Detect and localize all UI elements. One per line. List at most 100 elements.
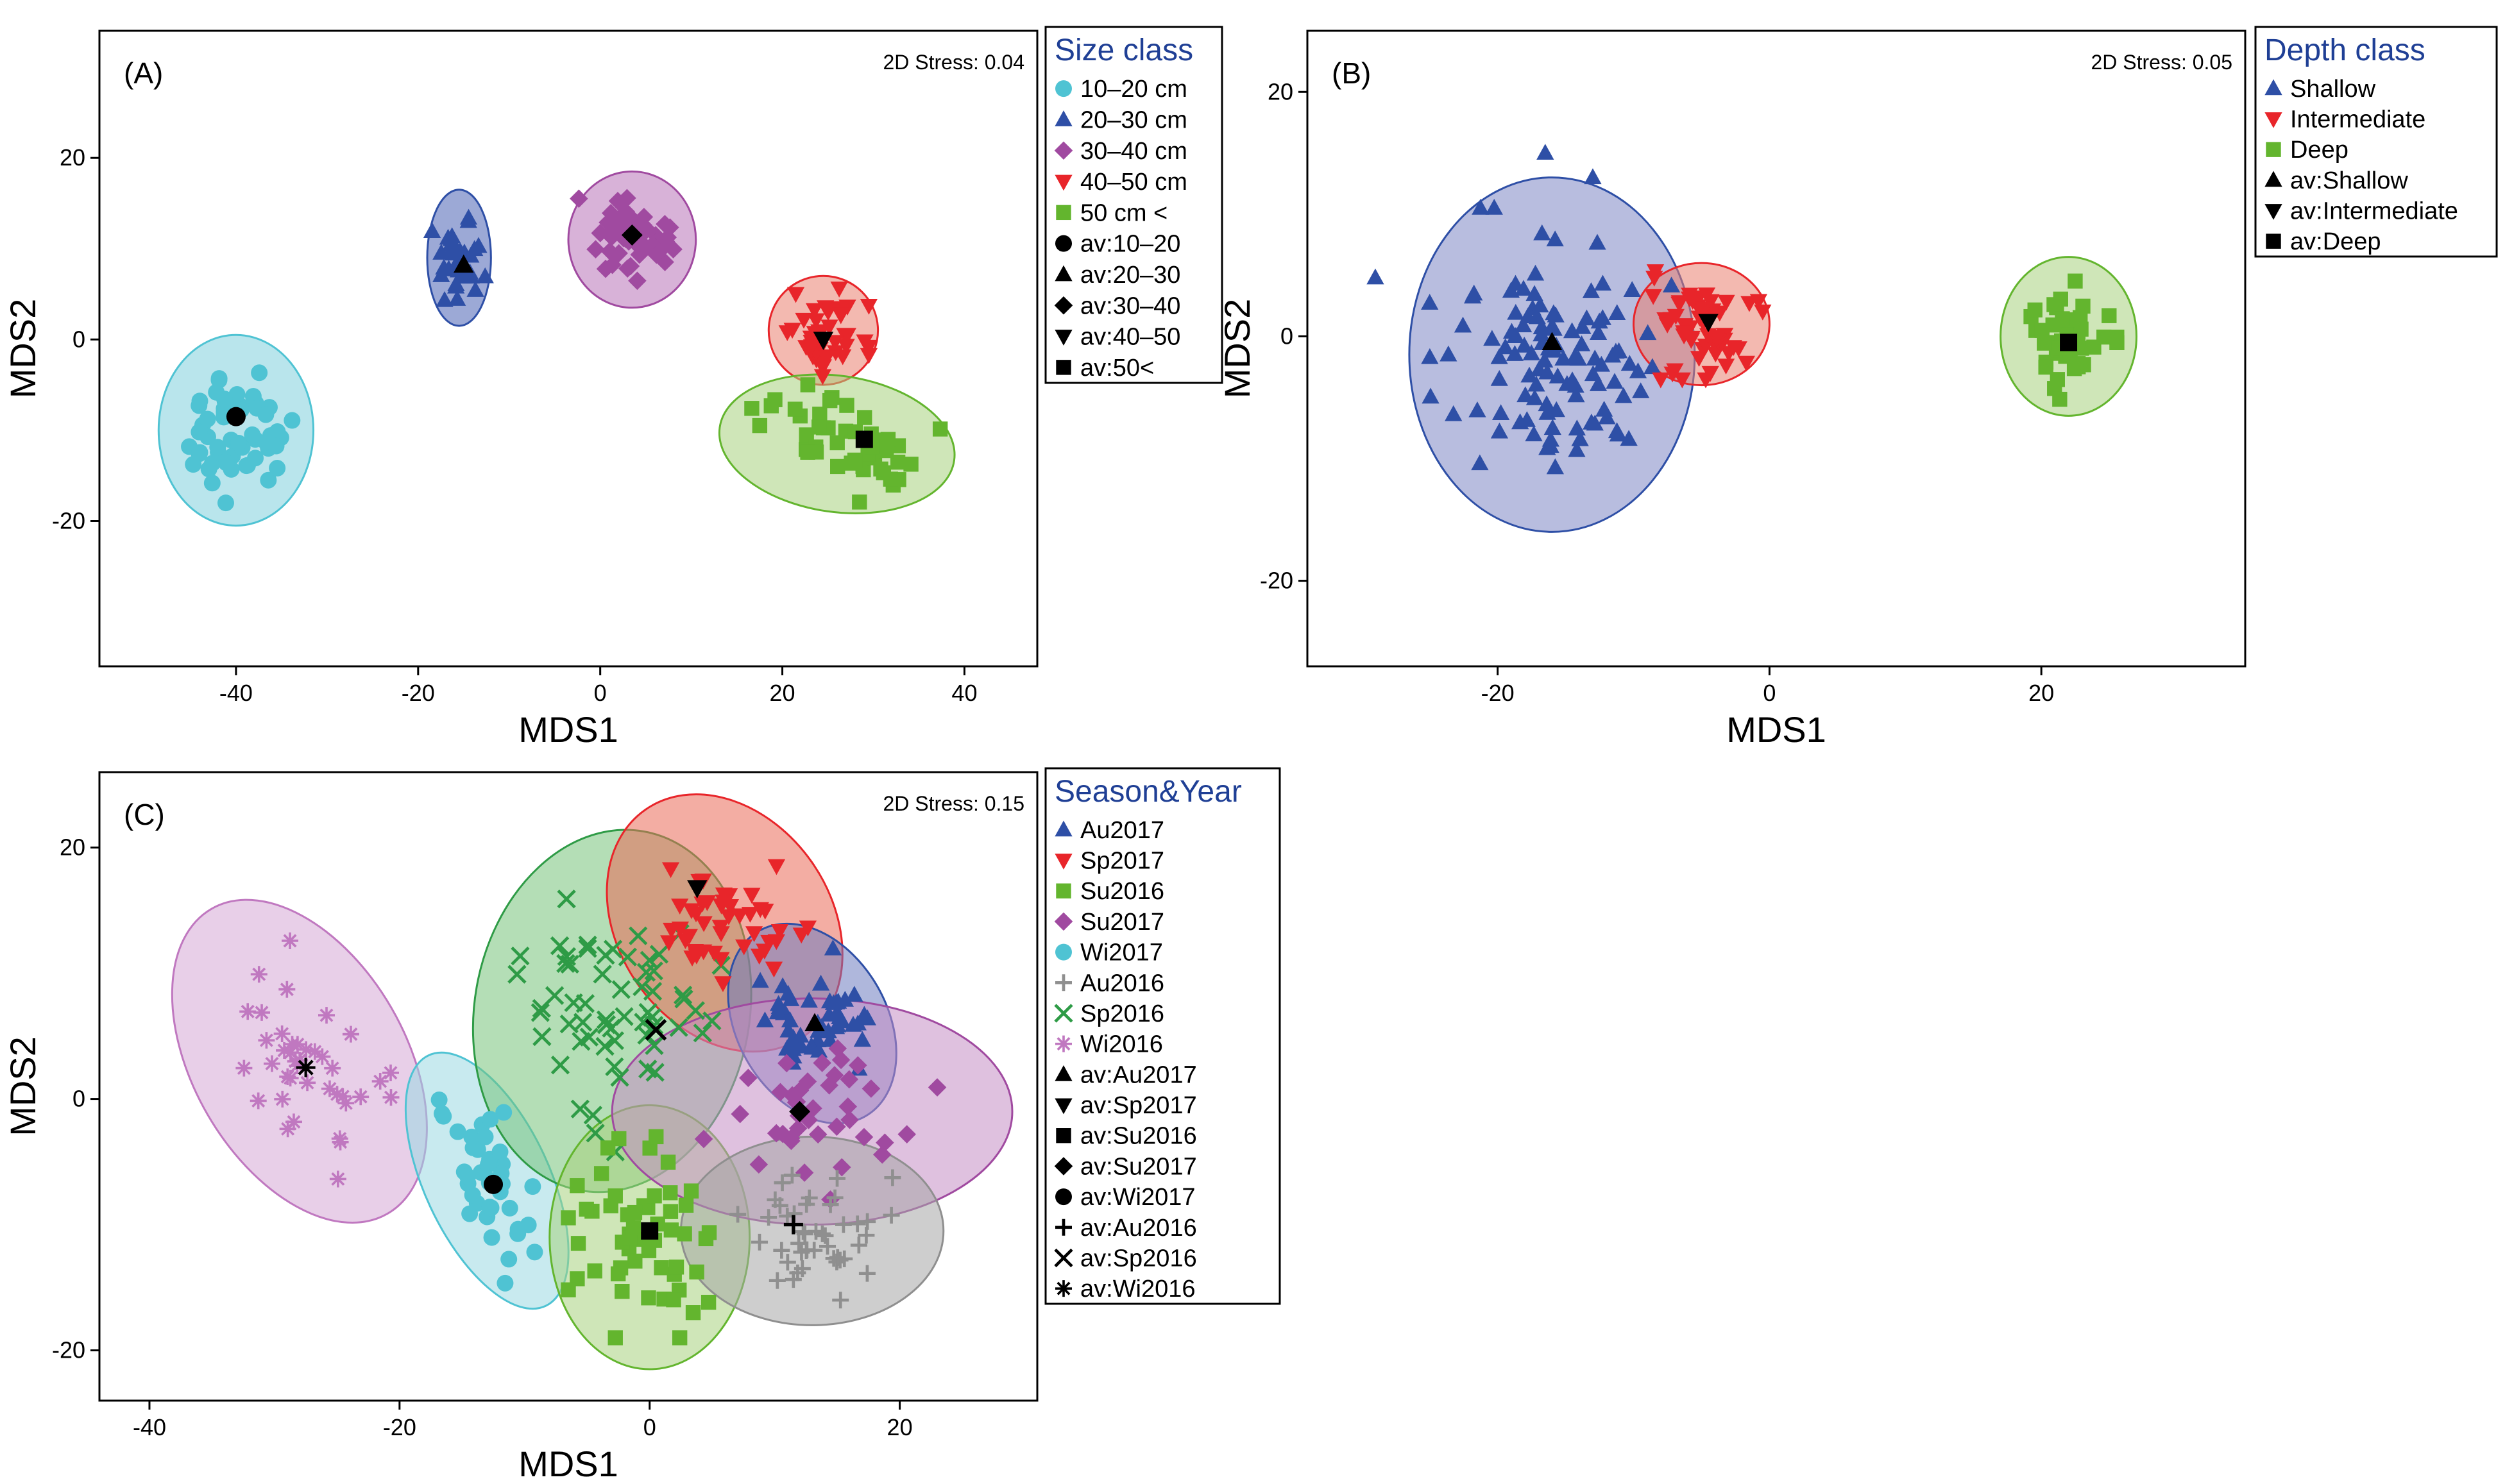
point-Wi2017-shape xyxy=(430,1091,448,1108)
point-Shallow xyxy=(1538,439,1556,455)
point-Shallow-shape xyxy=(1440,345,1457,362)
point-Su2017-shape xyxy=(849,1056,867,1075)
series-Sp2017 xyxy=(660,859,817,992)
x-tick-label: -40 xyxy=(219,680,253,706)
point-20–30 cm-shape xyxy=(476,267,494,283)
point-Au2017-shape xyxy=(833,1012,851,1029)
point-Sp2016-shape xyxy=(686,1001,705,1020)
point-Su2016-shape xyxy=(587,1263,602,1279)
point-Shallow-shape xyxy=(1567,386,1585,403)
point-Shallow-shape xyxy=(1490,370,1508,386)
point-Shallow xyxy=(1583,414,1601,430)
legend-label: Au2017 xyxy=(1080,817,1164,844)
point-Su2017-shape xyxy=(897,1125,917,1143)
point-Shallow xyxy=(1471,454,1489,471)
point-Au2017-shape xyxy=(751,972,769,988)
point-Shallow-shape xyxy=(1533,224,1551,240)
point-Wi2016 xyxy=(324,1059,341,1077)
point-Intermediate-shape xyxy=(1697,338,1715,355)
point-50 cm < xyxy=(829,435,845,451)
point-Au2017 xyxy=(769,1003,787,1020)
point-Su2016 xyxy=(570,1178,585,1193)
point-Deep-shape xyxy=(2075,298,2091,314)
point-30–40 cm xyxy=(627,235,646,253)
point-Wi2016 xyxy=(289,1036,306,1053)
point-Shallow-shape xyxy=(1536,351,1554,368)
point-10–20 cm-shape xyxy=(244,426,261,443)
point-Shallow xyxy=(1615,387,1633,403)
point-Sp2016-shape xyxy=(669,1018,688,1037)
legend-marker xyxy=(1055,1280,1072,1297)
point-Sp2016-shape xyxy=(615,1007,634,1026)
legend-item: Intermediate xyxy=(2264,106,2425,133)
point-Wi2016-shape xyxy=(382,1064,400,1081)
legend-marker-shape xyxy=(1055,1098,1073,1115)
point-Sp2016 xyxy=(595,1036,615,1056)
point-Intermediate-shape xyxy=(1717,294,1735,311)
point-Sp2016 xyxy=(645,1036,664,1056)
point-Wi2016 xyxy=(314,1048,331,1065)
point-Intermediate-shape xyxy=(1740,296,1758,312)
point-Sp2017 xyxy=(683,903,701,920)
point-10–20 cm xyxy=(209,439,226,456)
point-Shallow xyxy=(1506,345,1524,361)
legend-marker-shape xyxy=(1054,1004,1073,1023)
point-Au2016-shape xyxy=(819,1238,837,1255)
centroid-40–50 cm xyxy=(813,332,834,350)
point-Sp2017 xyxy=(799,920,817,937)
point-Shallow xyxy=(1568,419,1586,435)
point-Wi2016 xyxy=(352,1088,369,1106)
point-Sp2016-shape xyxy=(586,1124,605,1143)
point-Su2016 xyxy=(649,1129,664,1145)
point-10–20 cm-shape xyxy=(199,410,216,428)
point-Sp2016-shape xyxy=(556,954,575,974)
point-Sp2016 xyxy=(673,985,693,1005)
point-Su2017-shape xyxy=(808,1125,828,1144)
point-Intermediate xyxy=(1690,351,1708,367)
point-10–20 cm-shape xyxy=(284,412,301,429)
point-Deep-shape xyxy=(2027,302,2043,318)
point-Shallow xyxy=(1525,425,1543,442)
point-Deep xyxy=(2027,302,2043,318)
point-Au2017-shape xyxy=(819,1022,837,1039)
centroid-Intermediate xyxy=(1698,314,1719,333)
point-Su2016 xyxy=(593,1166,609,1181)
point-Shallow xyxy=(1572,335,1591,351)
point-40–50 cm xyxy=(813,369,832,385)
legend-marker xyxy=(2264,204,2282,220)
point-10–20 cm-shape xyxy=(230,435,248,452)
legend-item: av:Su2016 xyxy=(1056,1123,1197,1150)
stress-label: 2D Stress: 0.15 xyxy=(883,792,1024,815)
point-Sp2017 xyxy=(765,961,783,978)
x-tick-label: 40 xyxy=(951,680,977,706)
point-Su2016-shape xyxy=(607,1330,623,1345)
point-Shallow-shape xyxy=(1546,458,1565,475)
point-Sp2017-shape xyxy=(770,924,789,940)
point-Au2017-shape xyxy=(811,974,830,991)
point-50 cm < xyxy=(787,401,803,417)
point-Sp2016 xyxy=(702,1011,722,1031)
point-Su2017-shape xyxy=(749,1155,769,1174)
point-Au2017-shape xyxy=(756,1011,774,1027)
point-Su2017-shape xyxy=(872,1145,892,1164)
point-30–40 cm xyxy=(608,192,627,210)
point-Deep-shape xyxy=(2052,391,2068,407)
point-Deep xyxy=(2075,298,2091,314)
point-Intermediate xyxy=(1708,332,1726,348)
point-30–40 cm-shape xyxy=(664,240,683,259)
point-40–50 cm-shape xyxy=(860,348,878,364)
point-Intermediate xyxy=(1682,333,1700,349)
point-50 cm <-shape xyxy=(799,427,814,443)
point-40–50 cm xyxy=(832,307,850,324)
point-40–50 cm-shape xyxy=(783,323,801,339)
point-Shallow-shape xyxy=(1546,230,1564,247)
point-Shallow-shape xyxy=(1515,280,1533,296)
point-Wi2017-shape xyxy=(509,1220,527,1238)
point-Shallow-shape xyxy=(1507,303,1525,320)
axes: -40 -20 0 20 -20 0 20 MDS1 MDS2 xyxy=(3,834,913,1484)
centroids xyxy=(296,880,825,1240)
legend-title: Season&Year xyxy=(1055,775,1242,809)
point-Shallow-shape xyxy=(1506,345,1524,361)
point-Wi2016-shape xyxy=(276,1041,293,1059)
point-40–50 cm-shape xyxy=(818,350,836,367)
